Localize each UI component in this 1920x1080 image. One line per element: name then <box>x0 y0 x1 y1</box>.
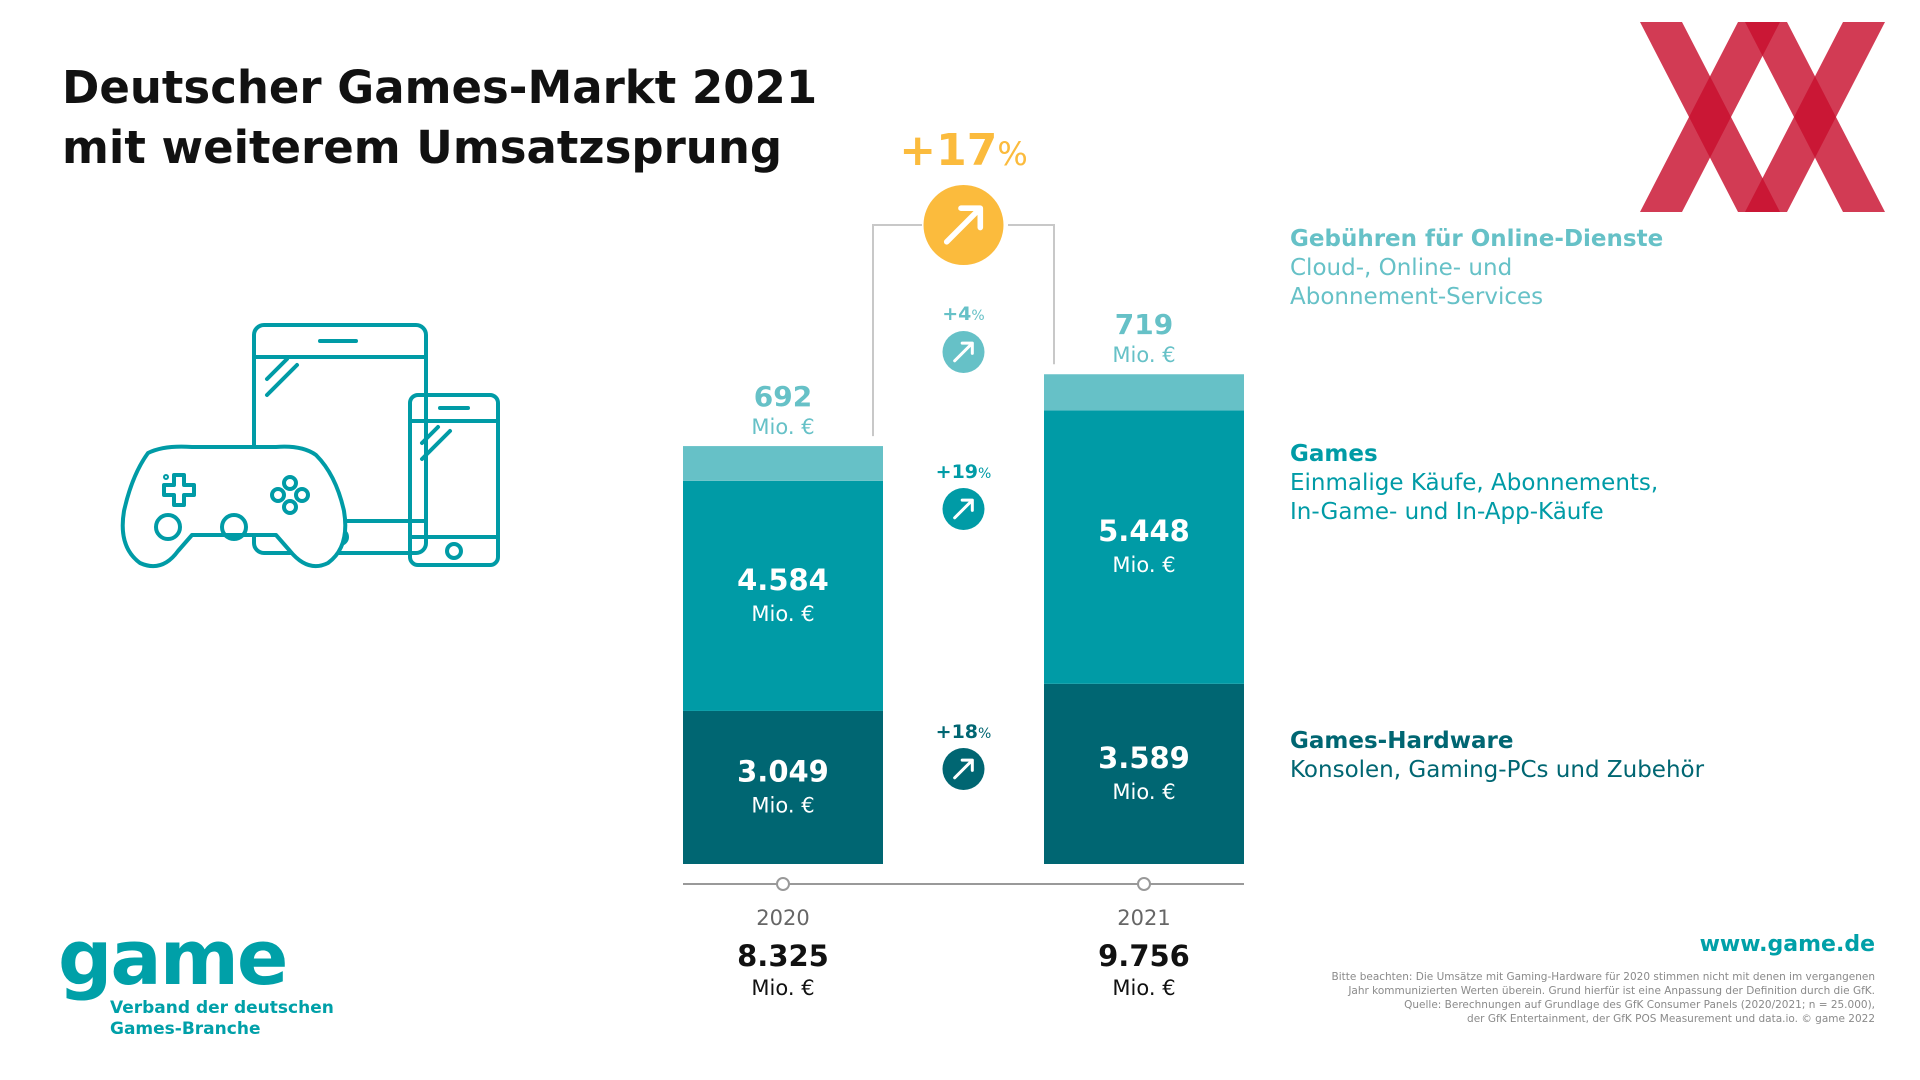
website-link[interactable]: www.game.de <box>1699 932 1875 957</box>
game-devices-icon <box>120 323 500 568</box>
label-online-unit-2020: Mio. € <box>751 415 814 439</box>
growth-hardware-arrow-icon <box>953 758 974 780</box>
footnote-line-4: der GfK Entertainment, der GfK POS Measu… <box>1467 1013 1875 1025</box>
growth-hardware-label: +18% <box>936 721 992 743</box>
legend-online-services: Gebühren für Online-Dienste Cloud-, Onli… <box>1290 225 1663 312</box>
brand-subtitle-1: Verband der deutschen <box>110 998 334 1018</box>
legend-online-line-1: Cloud-, Online- und <box>1290 255 1513 281</box>
growth-online-label: +4% <box>942 303 984 325</box>
growth-total-arrow-icon <box>943 205 984 245</box>
legend-games-line-1: Einmalige Käufe, Abonnements, <box>1290 470 1659 496</box>
title-line-1: Deutscher Games-Markt 2021 <box>62 61 818 114</box>
label-games-value-2021: 5.448 <box>1098 514 1190 548</box>
label-games-unit-2020: Mio. € <box>751 602 814 626</box>
total-value-2021: 9.756 <box>1098 939 1190 973</box>
footnote-line-2: Jahr kommunizierten Werten überein. Grun… <box>1348 985 1875 997</box>
legend-games-line-2: In-Game- und In-App-Käufe <box>1290 499 1604 525</box>
legend-hardware-line-1: Konsolen, Gaming-PCs und Zubehör <box>1290 757 1705 783</box>
growth-games-arrow-icon <box>953 498 974 520</box>
label-online-value-2021: 719 <box>1115 308 1173 341</box>
bar-2021-hardware <box>1044 683 1244 864</box>
legend-hardware: Games-Hardware Konsolen, Gaming-PCs und … <box>1290 727 1704 785</box>
bar-2020-games <box>683 480 883 711</box>
label-online-value-2020: 692 <box>754 380 812 413</box>
label-hardware-value-2021: 3.589 <box>1098 741 1190 775</box>
growth-games-label: +19% <box>936 461 992 483</box>
axis-tick-label-2020: 2020 <box>756 906 809 930</box>
footnote-line-3: Quelle: Berechnungen auf Grundlage des G… <box>1404 999 1875 1011</box>
page-title: Deutscher Games-Markt 2021 mit weiterem … <box>62 58 817 178</box>
legend-online-heading: Gebühren für Online-Dienste <box>1290 226 1664 252</box>
xx-logo-icon <box>1640 22 1885 212</box>
label-online-unit-2021: Mio. € <box>1112 343 1175 367</box>
game-logo: game Verband der deutschen Games-Branche <box>58 918 334 1040</box>
legend-hardware-heading: Games-Hardware <box>1290 728 1514 754</box>
footnote-line-1: Bitte beachten: Die Umsätze mit Gaming-H… <box>1331 971 1875 983</box>
total-value-2020: 8.325 <box>737 939 829 973</box>
label-games-unit-2021: Mio. € <box>1112 553 1175 577</box>
label-hardware-value-2020: 3.049 <box>737 754 829 788</box>
bar-2020-hardware <box>683 710 883 864</box>
growth-bracket <box>872 224 1055 437</box>
legend-games: Games Einmalige Käufe, Abonnements, In-G… <box>1290 440 1658 527</box>
brand-subtitle-2: Games-Branche <box>110 1019 261 1039</box>
growth-total-label: +17% <box>899 125 1028 176</box>
label-games-value-2020: 4.584 <box>737 563 829 597</box>
bar-2021-games <box>1044 410 1244 684</box>
bar-2021-online <box>1044 374 1244 411</box>
bar-2020-online <box>683 446 883 481</box>
legend-games-heading: Games <box>1290 441 1378 467</box>
axis-marker-2020 <box>776 877 790 891</box>
source-footnote: Bitte beachten: Die Umsätze mit Gaming-H… <box>1235 970 1875 1026</box>
total-unit-2021: Mio. € <box>1112 976 1175 1000</box>
brand-wordmark: game <box>58 913 288 1002</box>
label-hardware-unit-2020: Mio. € <box>751 793 814 817</box>
axis-marker-2021 <box>1137 877 1151 891</box>
growth-online-arrow-icon <box>953 341 974 363</box>
total-unit-2020: Mio. € <box>751 976 814 1000</box>
label-hardware-unit-2021: Mio. € <box>1112 780 1175 804</box>
axis-tick-label-2021: 2021 <box>1117 906 1170 930</box>
title-line-2: mit weiterem Umsatzsprung <box>62 121 783 174</box>
legend-online-line-2: Abonnement-Services <box>1290 284 1544 310</box>
